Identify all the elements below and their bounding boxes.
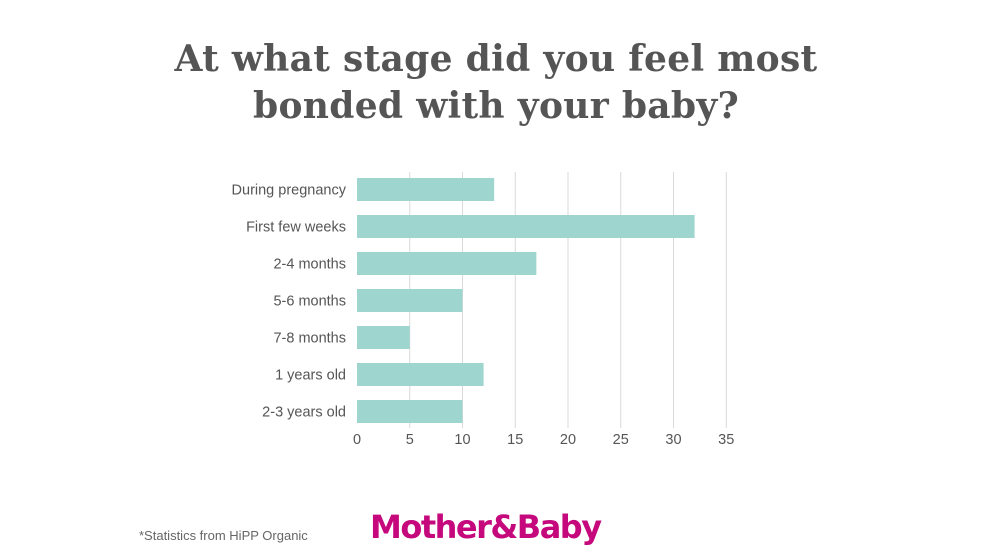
title-line-2: bonded with your baby? bbox=[252, 85, 740, 127]
chart-title: At what stage did you feel most bonded w… bbox=[0, 36, 992, 130]
bar bbox=[357, 326, 410, 349]
source-footnote: *Statistics from HiPP Organic bbox=[139, 528, 308, 543]
bar bbox=[357, 289, 463, 312]
x-tick-label: 25 bbox=[613, 432, 629, 448]
bar bbox=[357, 400, 463, 423]
category-label: 7-8 months bbox=[273, 331, 346, 347]
x-tick-label: 0 bbox=[353, 432, 361, 448]
category-label: 1 years old bbox=[275, 368, 346, 384]
x-tick-label: 10 bbox=[454, 432, 470, 448]
category-label: First few weeks bbox=[246, 220, 346, 236]
category-label: 2-4 months bbox=[273, 257, 346, 273]
bar bbox=[357, 215, 695, 238]
category-label: 5-6 months bbox=[273, 294, 346, 310]
x-tick-label: 35 bbox=[718, 432, 734, 448]
bar bbox=[357, 363, 484, 386]
category-label: 2-3 years old bbox=[262, 405, 346, 421]
category-label: During pregnancy bbox=[232, 183, 347, 199]
x-tick-label: 30 bbox=[665, 432, 681, 448]
x-tick-label: 15 bbox=[507, 432, 523, 448]
bar bbox=[357, 178, 495, 201]
title-line-1: At what stage did you feel most bbox=[174, 38, 818, 80]
x-tick-label: 20 bbox=[560, 432, 576, 448]
bar-chart: During pregnancy First few weeks 2-4 month… bbox=[232, 172, 734, 448]
mother-and-baby-logo: Mother&Baby bbox=[370, 508, 602, 546]
bar bbox=[357, 252, 537, 275]
x-tick-label: 5 bbox=[406, 432, 414, 448]
